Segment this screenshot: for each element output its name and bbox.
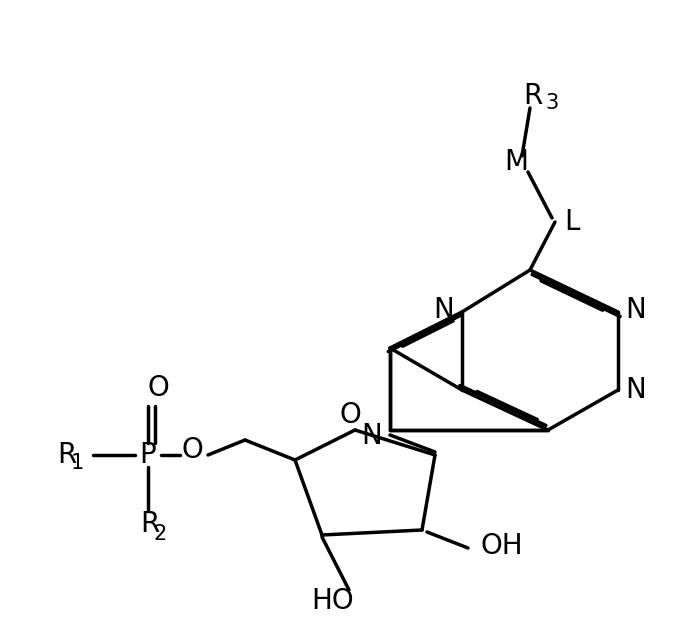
Text: O: O: [181, 436, 203, 464]
Text: R: R: [140, 510, 159, 538]
Text: O: O: [339, 401, 361, 429]
Text: 1: 1: [71, 453, 84, 473]
Text: N: N: [434, 296, 454, 324]
Text: N: N: [625, 376, 647, 404]
Text: 2: 2: [153, 524, 166, 544]
Text: 3: 3: [545, 93, 559, 113]
Text: HO: HO: [312, 587, 354, 615]
Text: M: M: [504, 148, 528, 176]
Text: N: N: [362, 422, 382, 450]
Text: R: R: [57, 441, 76, 469]
Text: L: L: [564, 208, 580, 236]
Text: R: R: [523, 82, 543, 110]
Text: P: P: [140, 441, 156, 469]
Text: OH: OH: [481, 532, 523, 560]
Text: N: N: [625, 296, 647, 324]
Text: O: O: [147, 374, 169, 402]
